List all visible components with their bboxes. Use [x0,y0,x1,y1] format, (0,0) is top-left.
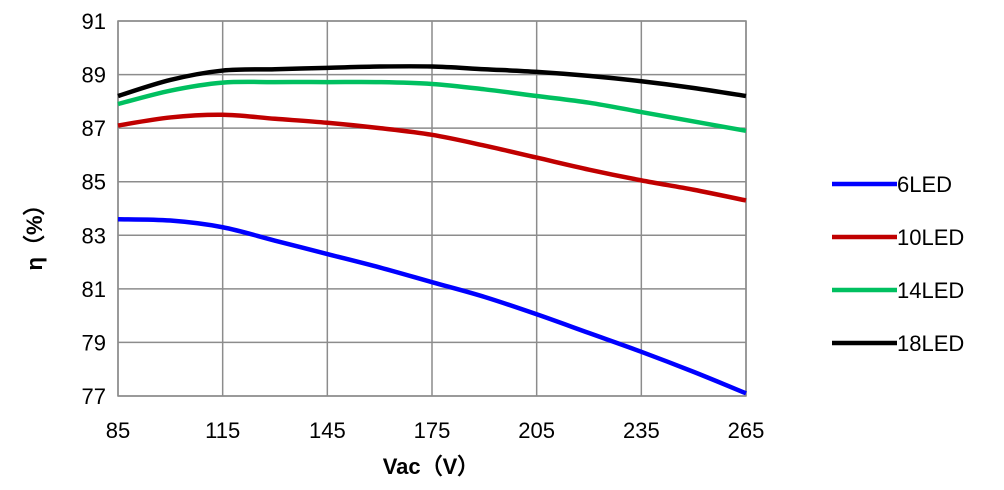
x-tick-label: 115 [205,418,240,443]
y-tick-label: 87 [82,116,106,141]
legend-label: 10LED [897,225,964,250]
legend: 6LED 10LED 14LED 18LED [832,172,964,356]
x-tick-label: 175 [414,418,451,443]
x-tick-label: 85 [106,418,130,443]
y-tick-label: 85 [82,170,106,195]
series-lines [117,64,747,396]
legend-item: 14LED [832,278,964,303]
y-axis-title: η（%） [22,193,47,270]
x-tick-label: 145 [309,418,346,443]
plot-area-border [117,20,747,397]
legend-label: 6LED [897,172,952,197]
series-line-10led [117,112,747,203]
series-line-18led [117,64,747,99]
y-tick-label: 77 [82,384,106,409]
legend-label: 18LED [897,331,964,356]
legend-item: 18LED [832,331,964,356]
legend-label: 14LED [897,278,964,303]
legend-item: 6LED [832,172,952,197]
y-tick-label: 83 [82,223,106,248]
y-tick-label: 89 [82,63,106,88]
x-tick-label: 235 [623,418,660,443]
legend-item: 10LED [832,225,964,250]
y-tick-label: 91 [82,9,106,34]
series-line-6led [117,216,747,396]
x-tick-label: 205 [518,418,555,443]
series-line-14led [117,79,747,134]
grid [117,20,747,397]
y-tick-label: 79 [82,330,106,355]
x-tick-label: 265 [728,418,765,443]
tick-labels: 85 115 145 175 205 235 265 77 79 81 83 85 87 89 91 [82,9,765,443]
y-tick-label: 81 [82,277,106,302]
x-axis-title: Vac（V） [383,454,480,479]
